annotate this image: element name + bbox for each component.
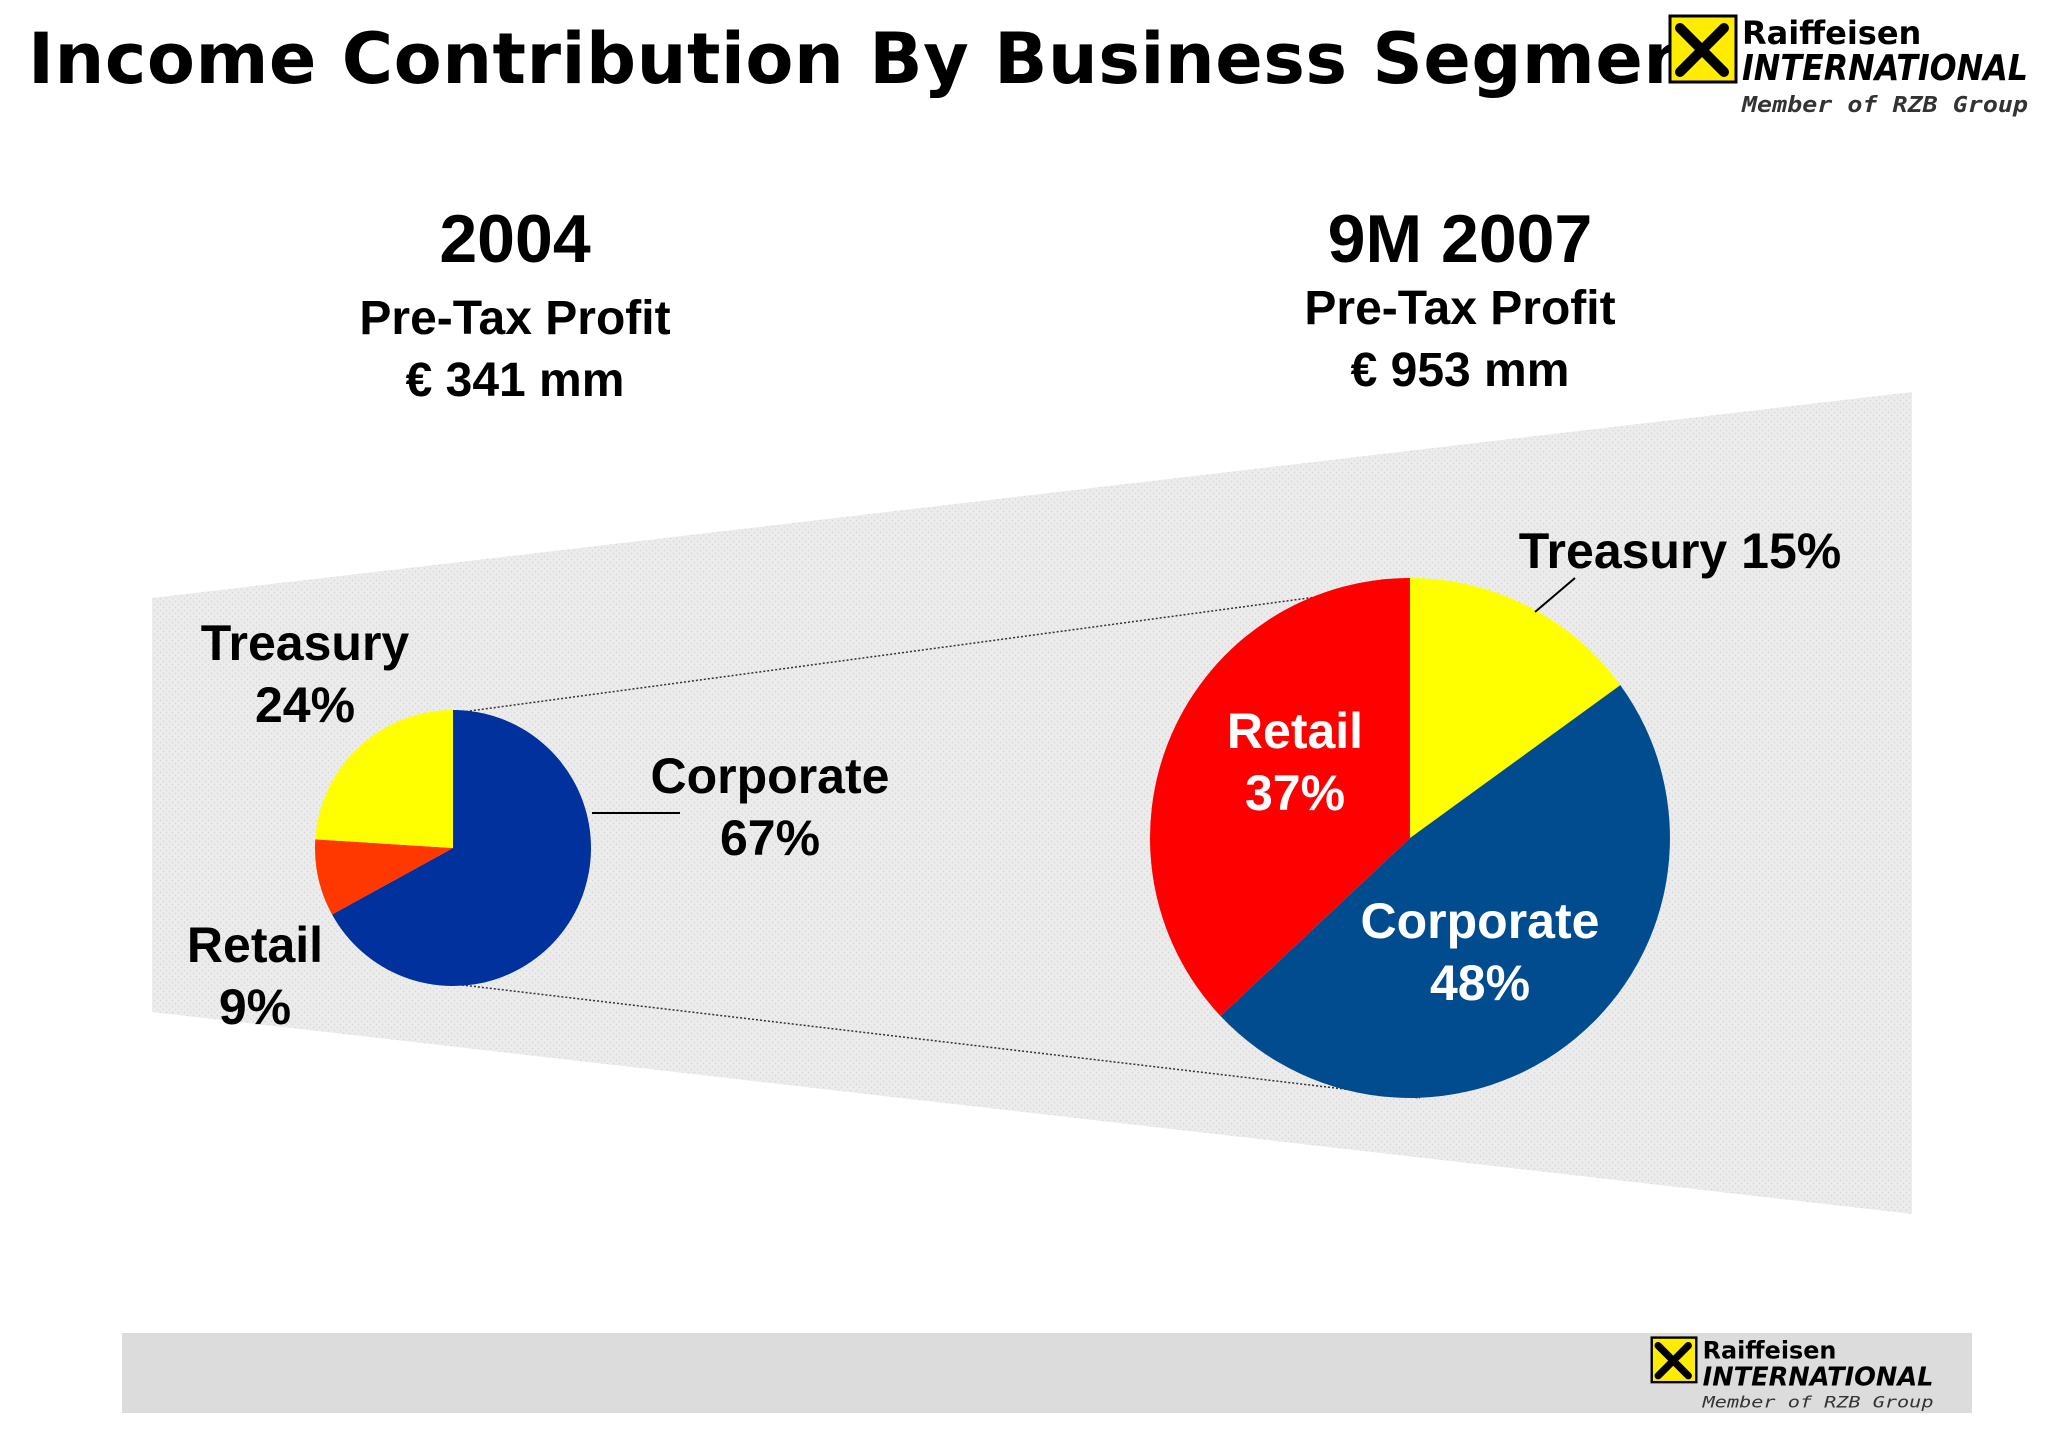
label-corporate-2004: Corporate 67% bbox=[650, 748, 890, 866]
pie-2007-slice-retail bbox=[1150, 578, 1410, 1016]
raiffeisen-gable-cross-icon bbox=[1668, 14, 1738, 84]
label-retail-2004: Retail 9% bbox=[186, 917, 324, 1035]
raiffeisen-gable-cross-icon bbox=[1650, 1336, 1698, 1384]
chart-2007-subtitle-2: € 953 mm bbox=[1350, 344, 1570, 397]
chart-2007-header: 9M 2007 Pre-Tax Profit € 953 mm bbox=[1250, 200, 1670, 402]
label-treasury-2004: Treasury 24% bbox=[200, 615, 410, 733]
chart-2007-title: 9M 2007 bbox=[1327, 201, 1593, 277]
raiffeisen-logo-footer: Raiffeisen INTERNATIONAL Member of RZB G… bbox=[1650, 1336, 1940, 1414]
pie-2007-slice-treasury bbox=[1410, 578, 1621, 838]
connector-bottom bbox=[461, 984, 1421, 1099]
chart-2007-subtitle-1: Pre-Tax Profit bbox=[1304, 282, 1616, 335]
footer-logo-line1: Raiffeisen bbox=[1703, 1336, 1837, 1364]
footer-logo-line3: Member of RZB Group bbox=[1701, 1393, 1933, 1412]
chart-2004-header: 2004 Pre-Tax Profit € 341 mm bbox=[315, 200, 715, 412]
label-retail-2007: Retail 37% bbox=[1226, 703, 1364, 821]
chart-2004-subtitle-1: Pre-Tax Profit bbox=[359, 292, 671, 345]
footer-logo-line2: INTERNATIONAL bbox=[1703, 1362, 1934, 1392]
label-treasury-2007: Treasury 15% bbox=[1518, 523, 1842, 579]
pie-2004-slice-treasury bbox=[315, 710, 453, 848]
connector-top bbox=[461, 582, 1421, 713]
raiffeisen-logo-top: Raiffeisen INTERNATIONAL Member of RZB G… bbox=[1668, 14, 2032, 124]
pie-2004-slice-corporate bbox=[332, 709, 592, 986]
label-corporate-2007: Corporate 48% bbox=[1360, 893, 1600, 1011]
page-title: Income Contribution By Business Segment bbox=[28, 18, 1728, 100]
leader-treasury-2007 bbox=[1534, 577, 1576, 613]
logo-line2: INTERNATIONAL bbox=[1742, 48, 2028, 89]
chart-2004-subtitle-2: € 341 mm bbox=[405, 354, 625, 407]
logo-line3: Member of RZB Group bbox=[1741, 93, 2028, 118]
pie-2007-slice-corporate bbox=[1220, 685, 1670, 1098]
logo-line1: Raiffeisen bbox=[1742, 14, 1921, 52]
pie-chart-2004 bbox=[314, 709, 592, 986]
pie-2004-slice-retail bbox=[314, 839, 453, 915]
pie-chart-2007 bbox=[1150, 578, 1670, 1098]
chart-2004-title: 2004 bbox=[439, 201, 591, 277]
